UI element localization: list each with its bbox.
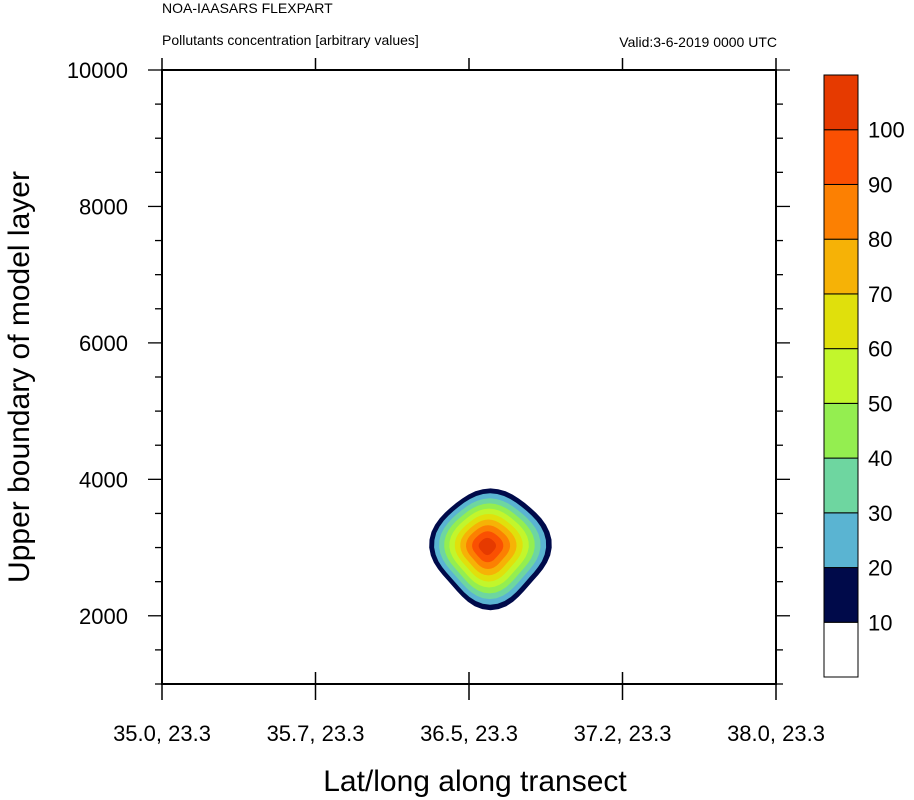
colorbar-label: 60 bbox=[868, 337, 892, 362]
colorbar: 10 20 30 40 50 60 70 80 90 100 bbox=[823, 74, 905, 678]
colorbar-box bbox=[823, 567, 859, 623]
colorbar-box bbox=[823, 129, 859, 185]
colorbar-label: 80 bbox=[868, 227, 892, 252]
colorbar-box bbox=[823, 74, 859, 131]
x-tick-label: 38.0, 23.3 bbox=[727, 721, 825, 746]
y-tick-label: 6000 bbox=[79, 331, 128, 356]
colorbar-box bbox=[823, 238, 859, 295]
y-tick-label: 8000 bbox=[79, 194, 128, 219]
colorbar-label: 50 bbox=[868, 391, 892, 416]
y-tick-label: 4000 bbox=[79, 467, 128, 492]
colorbar-box bbox=[823, 512, 859, 569]
colorbar-label: 100 bbox=[868, 118, 905, 143]
colorbar-label: 10 bbox=[868, 610, 892, 635]
colorbar-label: 30 bbox=[868, 501, 892, 526]
colorbar-box bbox=[823, 293, 859, 350]
plume-contours bbox=[429, 488, 552, 611]
x-tick-label: 37.2, 23.3 bbox=[574, 721, 672, 746]
colorbar-label: 90 bbox=[868, 172, 892, 197]
colorbar-label: 20 bbox=[868, 556, 892, 581]
contour-band-100 bbox=[478, 537, 496, 556]
colorbar-box bbox=[823, 621, 859, 678]
valid-time: Valid:3-6-2019 0000 UTC bbox=[619, 34, 777, 50]
colorbar-box bbox=[823, 183, 859, 240]
x-axis-label: Lat/long along transect bbox=[323, 765, 627, 798]
y-tick-label: 2000 bbox=[79, 604, 128, 629]
y-axis-ticks: 2000 4000 6000 8000 10000 bbox=[67, 58, 790, 685]
chart-subtitle: Pollutants concentration [arbitrary valu… bbox=[162, 32, 419, 48]
colorbar-label: 40 bbox=[868, 446, 892, 471]
chart-title: NOA-IAASARS FLEXPART bbox=[162, 0, 333, 16]
y-tick-label: 10000 bbox=[67, 58, 128, 83]
x-tick-label: 36.5, 23.3 bbox=[420, 721, 518, 746]
x-axis-ticks: 35.0, 23.3 35.7, 23.3 36.5, 23.3 37.2, 23.3… bbox=[113, 58, 825, 746]
y-axis-label: Upper boundary of model layer bbox=[3, 171, 36, 583]
colorbar-label: 70 bbox=[868, 282, 892, 307]
colorbar-box bbox=[823, 402, 859, 459]
colorbar-box bbox=[823, 457, 859, 514]
colorbar-box bbox=[823, 348, 859, 404]
x-tick-label: 35.7, 23.3 bbox=[267, 721, 365, 746]
x-tick-label: 35.0, 23.3 bbox=[113, 721, 211, 746]
